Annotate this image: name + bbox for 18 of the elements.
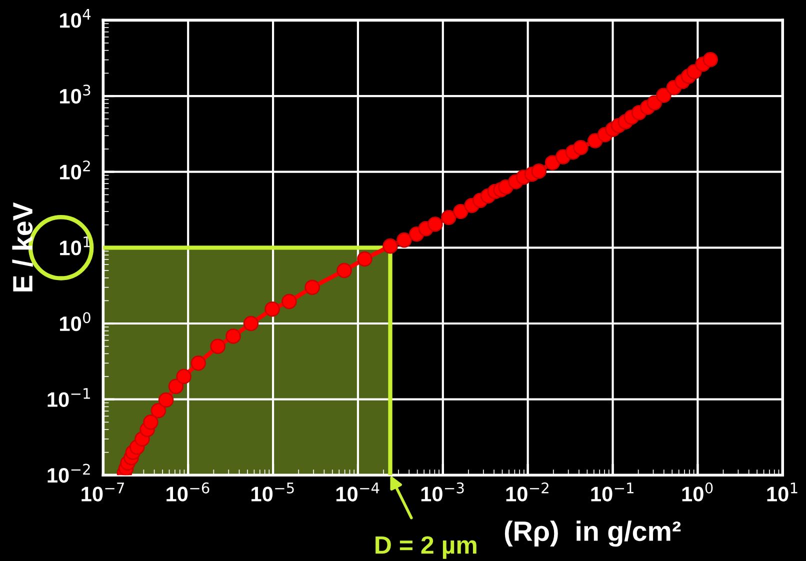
x-axis-title: (Rρ) in g/cm² — [504, 520, 681, 547]
y-tick-label: 10$^{4}$ — [60, 8, 91, 28]
x-tick-label: 10$^{−7}$ — [82, 482, 124, 502]
x-tick-label: 10$^{−4}$ — [336, 482, 380, 502]
x-tick-label: 10$^{−1}$ — [591, 482, 634, 502]
y-tick-label: 10$^{−2}$ — [48, 464, 90, 483]
x-tick-label: 10$^{0}$ — [682, 482, 713, 502]
x-tick-label: 10$^{−5}$ — [252, 482, 294, 502]
x-tick-label: 10$^{−2}$ — [506, 482, 548, 502]
y-tick-label: 10$^{0}$ — [60, 312, 90, 332]
y-tick-label: 10$^{2}$ — [60, 160, 90, 180]
y-tick-label: 10$^{−1}$ — [48, 388, 90, 407]
y-tick-label: 10$^{3}$ — [60, 84, 90, 104]
x-tick-label: 10$^{1}$ — [767, 482, 798, 502]
x-tick-label: 10$^{−3}$ — [421, 482, 464, 502]
annotation: D = 2 µm — [376, 536, 476, 559]
x-tick-label: 10$^{−6}$ — [166, 482, 210, 502]
y-axis-title: E / keV — [12, 202, 33, 292]
